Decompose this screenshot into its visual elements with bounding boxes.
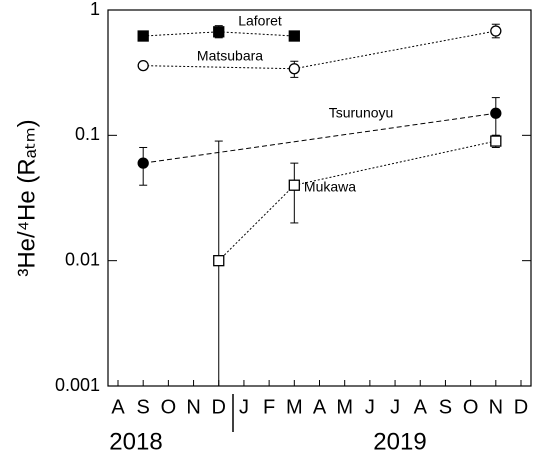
x-tick-label: S [439,396,452,418]
x-tick-label: O [161,396,177,418]
series-line [218,184,295,262]
marker [213,255,225,267]
marker [137,157,149,169]
marker [137,30,149,42]
series-label: Laforet [238,13,282,29]
series-line [143,31,219,37]
x-tick-label: J [239,396,249,418]
marker [288,63,300,75]
x-tick-label: D [212,396,226,418]
x-tick-label: N [186,396,200,418]
y-tick-label: 0.001 [55,375,100,395]
x-tick-label: J [365,396,375,418]
year-label: 2018 [109,428,162,455]
series-label: Tsurunoyu [329,105,394,121]
x-tick-label: N [489,396,503,418]
series-line [143,112,496,164]
marker [490,107,502,119]
series-line [294,30,496,70]
marker [288,179,300,191]
marker [213,26,225,38]
x-tick-label: O [463,396,479,418]
series-label: Mukawa [304,179,356,195]
year-label: 2019 [373,428,426,455]
x-tick-label: A [414,396,428,418]
marker [137,59,149,72]
series-line [143,65,295,70]
x-tick-label: J [390,396,400,418]
x-tick-label: F [263,396,275,418]
x-tick-label: A [313,396,327,418]
y-axis-label: ³He/⁴He (Rₐₜₘ) [13,119,40,276]
series-line [218,31,295,37]
marker [490,25,502,37]
y-tick-label: 0.1 [75,124,100,144]
series-label: Matsubara [197,48,263,64]
y-tick-label: 1 [90,0,100,19]
x-tick-label: M [286,396,303,418]
marker [288,30,300,42]
marker [490,135,502,147]
y-tick-label: 0.01 [65,249,100,269]
x-tick-label: M [336,396,353,418]
x-tick-label: D [514,396,528,418]
x-tick-label: A [111,396,125,418]
x-tick-label: S [137,396,150,418]
